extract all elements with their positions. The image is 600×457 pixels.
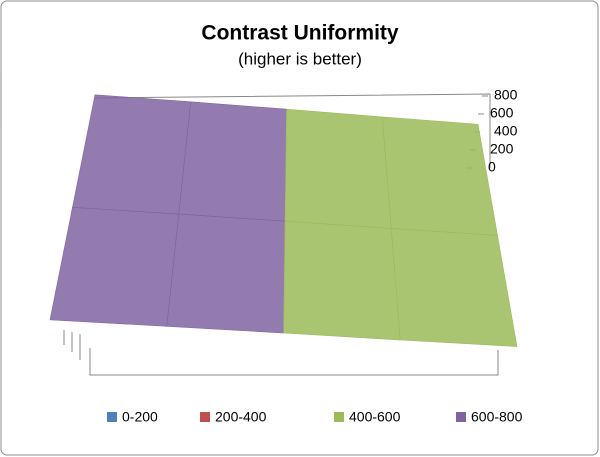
wall-line — [94, 93, 491, 168]
legend-swatch — [334, 412, 344, 422]
legend-swatch — [107, 412, 117, 422]
surface-cell — [166, 213, 286, 334]
chart-subtitle: (higher is better) — [238, 49, 362, 68]
surface-cell — [49, 207, 180, 327]
surface-cell — [284, 108, 392, 229]
z-tick-label: 400 — [494, 123, 518, 139]
legend-label: 400-600 — [349, 409, 401, 425]
legend-label: 200-400 — [215, 409, 267, 425]
surface-cell — [390, 228, 518, 347]
back-wall — [63, 93, 499, 376]
surface-cell — [178, 101, 287, 222]
z-tick-label: 0 — [488, 159, 496, 175]
floor-line — [89, 348, 499, 376]
legend-label: 0-200 — [122, 409, 158, 425]
z-tick-label: 800 — [494, 87, 518, 103]
surface-cell — [283, 220, 401, 341]
legend-swatch — [200, 412, 210, 422]
legend-label: 600-800 — [471, 409, 523, 425]
z-tick-label: 600 — [490, 105, 514, 121]
chart-title: Contrast Uniformity — [201, 22, 398, 45]
z-tick-label: 200 — [490, 141, 514, 157]
legend-swatch — [456, 412, 466, 422]
